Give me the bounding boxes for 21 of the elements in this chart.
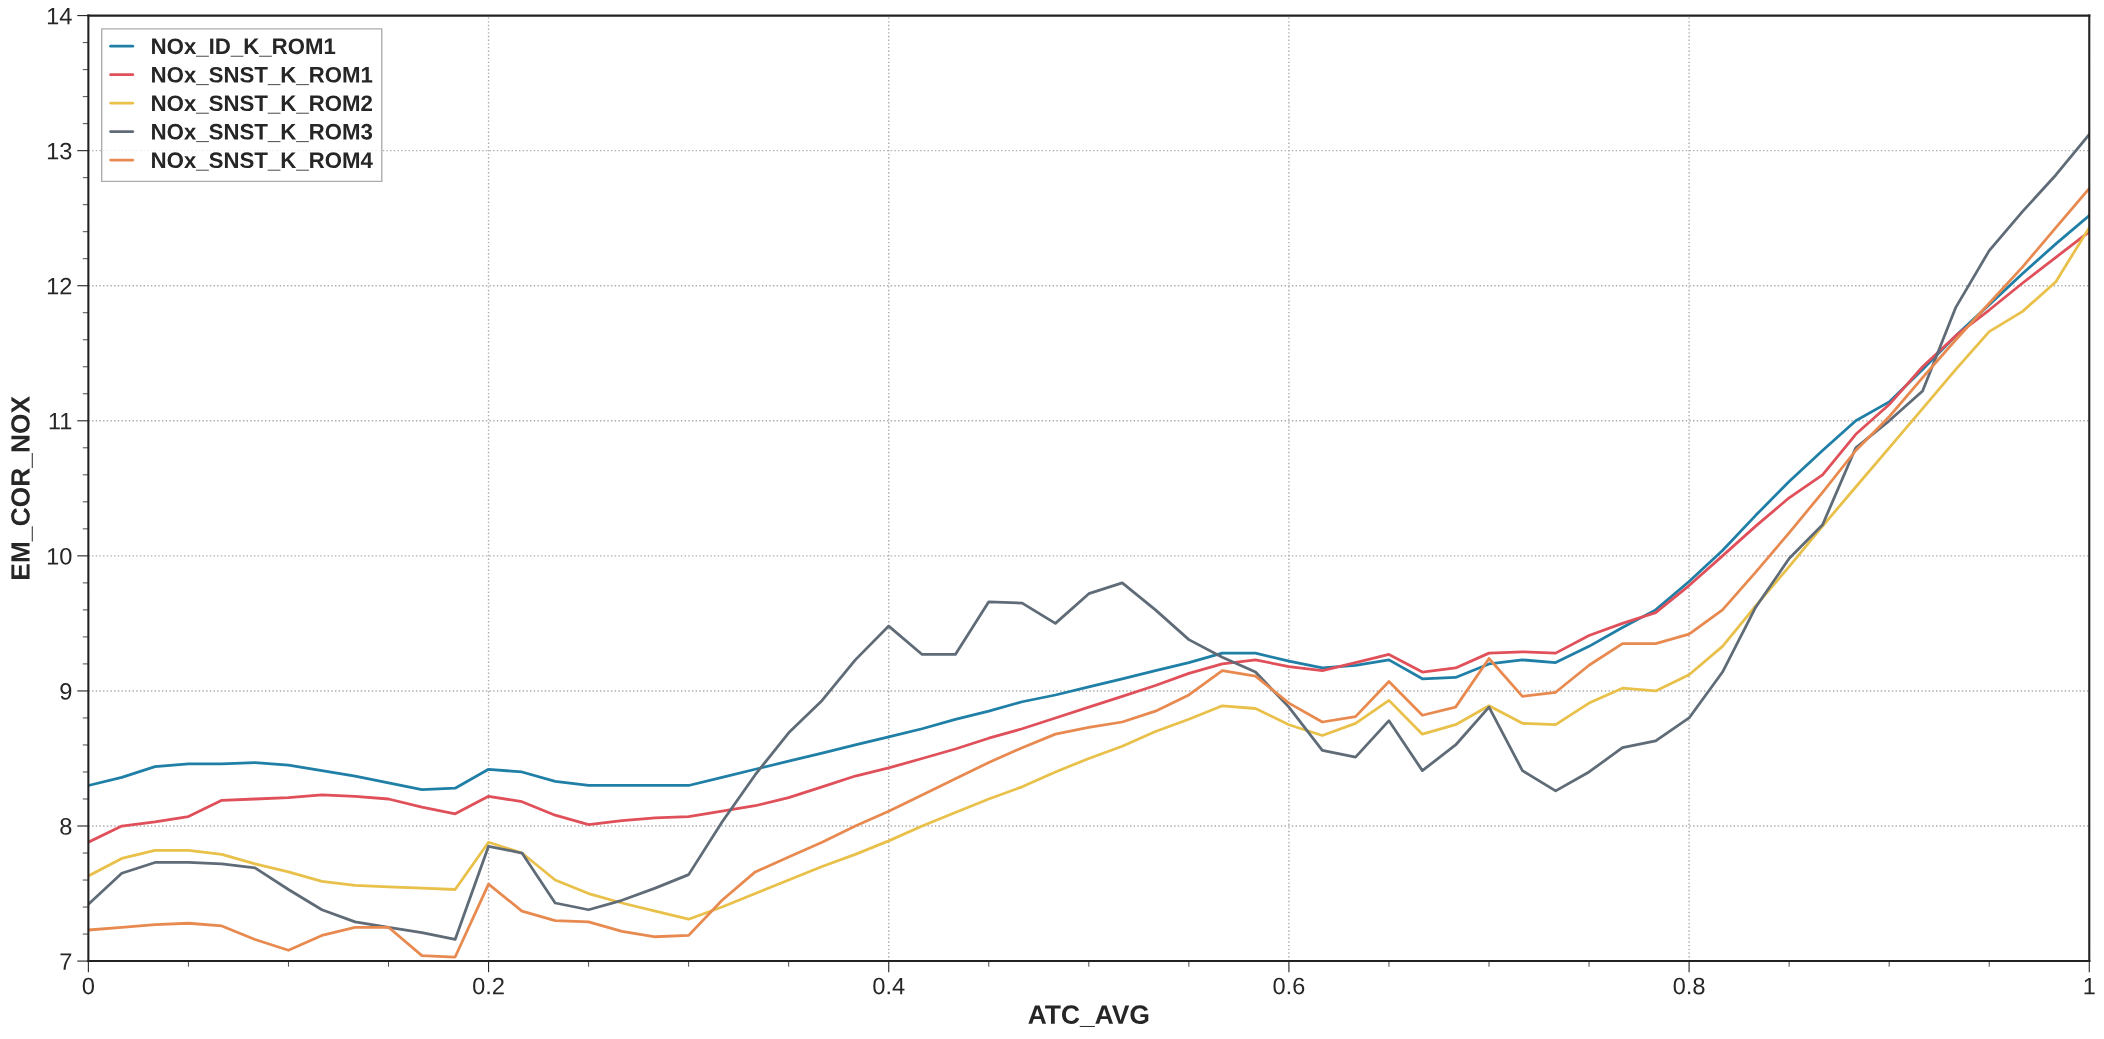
- y-axis-title: EM_COR_NOX: [11, 396, 33, 579]
- legend-label: NOx_SNST_K_ROM4: [152, 152, 373, 171]
- y-tick-label: 13: [47, 142, 72, 160]
- y-tick-label: 8: [60, 818, 72, 835]
- x-axis-title: ATC_AVG: [1028, 1005, 1149, 1027]
- y-tick-label: 10: [47, 547, 72, 565]
- y-tick-label: 9: [60, 683, 72, 700]
- x-tick-label: 0: [82, 977, 95, 995]
- y-tick-label: 7: [60, 953, 72, 970]
- legend-label: NOx_ID_K_ROM1: [152, 38, 336, 57]
- legend-label: NOx_SNST_K_ROM3: [152, 123, 373, 143]
- legend-label: NOx_SNST_K_ROM1: [152, 66, 373, 86]
- x-tick-label: 0.4: [873, 977, 905, 995]
- x-tick-label: 0.2: [473, 977, 504, 995]
- legend-label: NOx_SNST_K_ROM2: [152, 95, 372, 114]
- x-tick-label: 0.6: [1273, 977, 1305, 995]
- y-tick-label: 12: [47, 277, 72, 295]
- x-tick-label: 0.8: [1673, 977, 1705, 995]
- y-tick-label: 11: [49, 413, 72, 430]
- x-tick-label: 1: [2084, 977, 2095, 995]
- y-tick-label: 14: [47, 7, 72, 25]
